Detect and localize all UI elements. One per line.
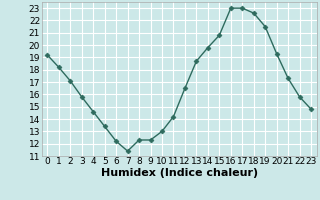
X-axis label: Humidex (Indice chaleur): Humidex (Indice chaleur) <box>100 168 258 178</box>
